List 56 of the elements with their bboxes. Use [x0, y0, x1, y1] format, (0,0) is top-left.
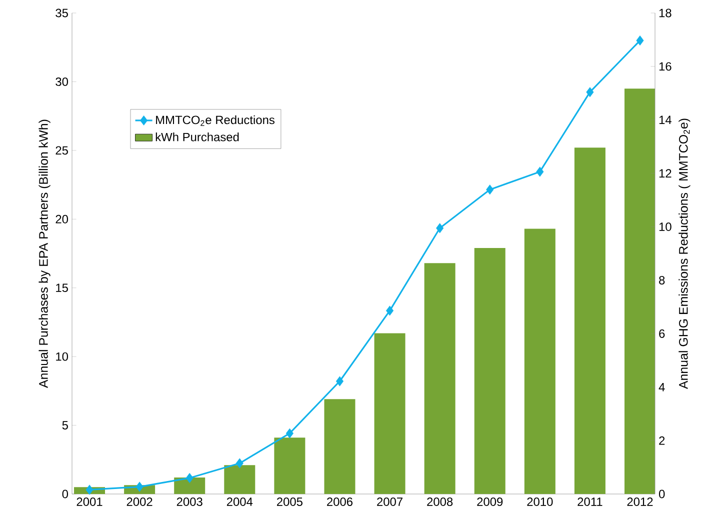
y2-tick-label: 18	[659, 8, 672, 18]
bar	[424, 263, 456, 494]
point	[486, 184, 494, 195]
point	[86, 484, 94, 495]
point	[136, 482, 144, 492]
y-tick-label: 0	[62, 490, 68, 498]
y2-axis-title: Annual GHG Emissions Reductions ( MMTCO$_{2}$e)	[678, 118, 690, 390]
bar	[524, 228, 556, 494]
y-tick-label: 20	[56, 214, 68, 224]
x-tick-label: 2012	[627, 498, 653, 506]
x-tick-label: 2010	[527, 498, 553, 506]
bar	[624, 88, 656, 494]
point	[536, 166, 544, 177]
point	[436, 223, 444, 234]
y2-tick-label: 10	[659, 222, 672, 231]
x-tick-label: 2005	[276, 498, 302, 506]
y-tick-label: 10	[56, 352, 68, 361]
x-tick-label: 2011	[578, 498, 602, 506]
bar	[274, 438, 306, 494]
point	[336, 376, 344, 386]
bar	[174, 478, 206, 494]
bar	[574, 148, 606, 494]
x-tick-label: 2004	[226, 498, 253, 506]
y-tick-label: 35	[56, 8, 68, 18]
legend-label: MMTCO$_{2}$e Reductions	[156, 115, 274, 126]
y2-tick-label: 2	[659, 436, 665, 445]
x-tick-label: 2002	[126, 498, 152, 506]
x-tick-label: 2006	[327, 498, 352, 506]
x-tick-label: 2001	[76, 498, 102, 506]
point	[186, 472, 194, 484]
bar	[324, 399, 356, 494]
y-tick-label: 5	[62, 421, 68, 430]
point	[386, 306, 394, 316]
y2-tick-label: 0	[658, 490, 665, 498]
x-tick-label: 2009	[477, 498, 503, 506]
y2-tick-label: 6	[659, 329, 665, 338]
bar	[374, 333, 406, 494]
bar	[224, 465, 256, 494]
legend-label: kWh Purchased	[156, 132, 239, 142]
point	[236, 458, 244, 468]
y-tick-label: 25	[56, 146, 68, 155]
x-tick-label: 2003	[176, 498, 202, 506]
y2-tick-label: 12	[659, 169, 672, 178]
y-tick-label: 30	[56, 77, 68, 86]
y2-tick-label: 8	[659, 276, 665, 284]
point	[286, 428, 294, 438]
y-axis-title: Annual Purchases by EPA Partners (Billion kWh)	[38, 120, 50, 388]
point	[636, 35, 644, 46]
y2-tick-label: 14	[659, 116, 672, 124]
x-tick-label: 2008	[427, 498, 453, 506]
y2-tick-label: 4	[658, 383, 665, 392]
point	[586, 87, 594, 98]
bar	[474, 248, 506, 494]
y-tick-label: 15	[56, 284, 68, 292]
y2-tick-label: 16	[659, 62, 672, 71]
x-tick-label: 2007	[377, 498, 402, 506]
